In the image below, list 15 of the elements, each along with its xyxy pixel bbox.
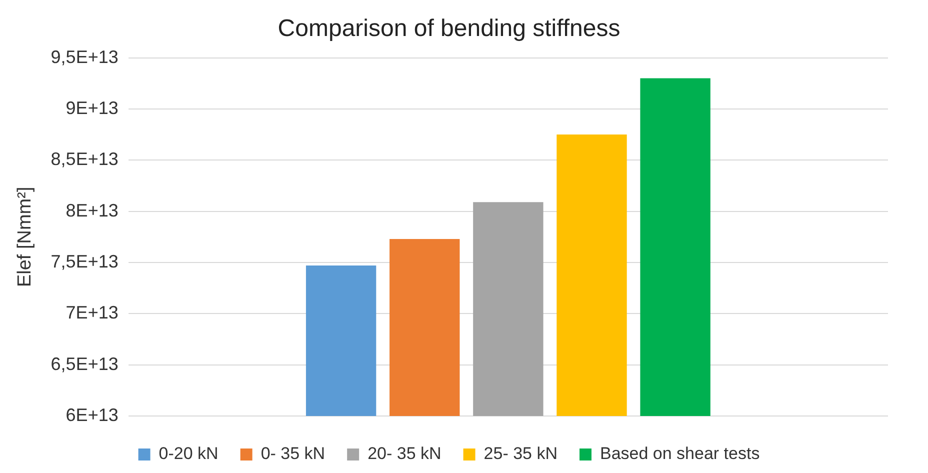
- legend-label: 0-20 kN: [158, 444, 218, 464]
- legend-label: 0- 35 kN: [260, 444, 326, 464]
- chart-title: Comparison of bending stiffness: [278, 15, 620, 42]
- y-tick-label: 7,5E+13: [50, 251, 118, 272]
- legend-label: Based on shear tests: [600, 444, 760, 464]
- y-tick-label: 8,5E+13: [50, 149, 118, 170]
- y-tick-label: 7E+13: [66, 302, 118, 323]
- y-tick-label: 6,5E+13: [50, 354, 118, 374]
- y-tick-label: 8E+13: [66, 200, 118, 220]
- y-tick-label: 9E+13: [66, 98, 118, 118]
- y-tick-label: 9,5E+13: [50, 46, 118, 67]
- y-axis-title: Elef [Nmm²]: [14, 186, 36, 288]
- legend-label: 20- 35 kN: [368, 444, 442, 464]
- legend-label: 25- 35 kN: [484, 444, 558, 464]
- y-tick-label: 6E+13: [66, 404, 118, 425]
